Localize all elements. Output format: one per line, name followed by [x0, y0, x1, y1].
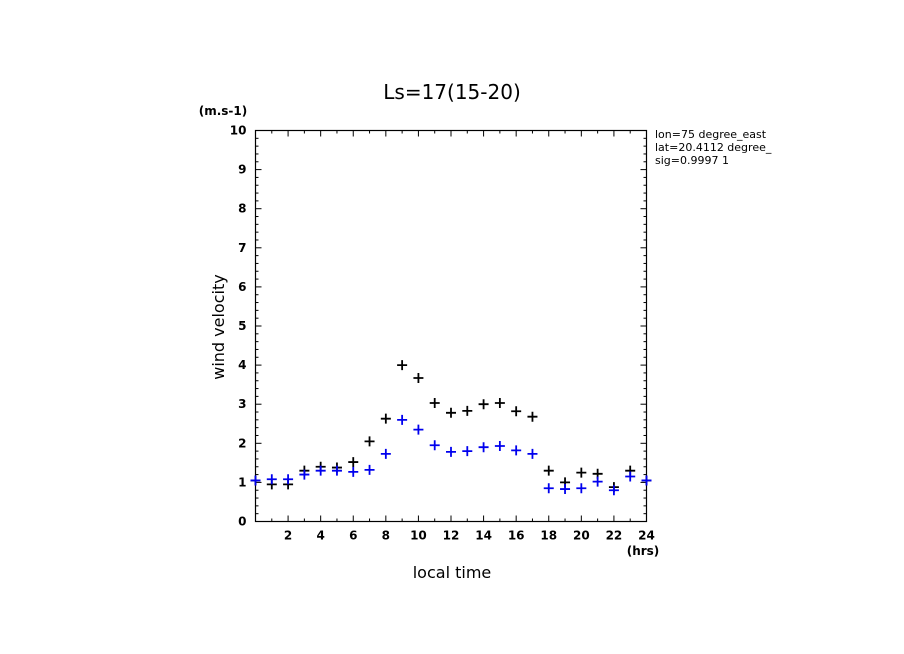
series-2-point: [315, 465, 326, 476]
y-tick-label: 2: [238, 436, 246, 450]
series-1-point: [462, 405, 473, 416]
series-2-point: [250, 475, 261, 486]
series-2-point: [641, 475, 652, 486]
series-2-point: [494, 441, 505, 452]
series-1-point: [380, 413, 391, 424]
x-tick-label: 10: [410, 529, 427, 543]
series-1-point: [478, 399, 489, 410]
series-2-point: [625, 471, 636, 482]
series-2-point: [266, 474, 277, 485]
series-2-point: [429, 440, 440, 451]
x-tick-label: 20: [573, 529, 590, 543]
series-1-point: [364, 436, 375, 447]
x-tick-label: 8: [382, 529, 390, 543]
info-line: lat=20.4112 degree_: [655, 141, 772, 154]
y-tick-label: 0: [238, 515, 246, 529]
series-1-point: [576, 467, 587, 478]
axis-ticks: [255, 130, 647, 522]
series-2-point: [560, 484, 571, 495]
series-1-point: [446, 407, 456, 418]
y-tick-label: 7: [238, 241, 246, 255]
series-1-point: [494, 398, 505, 409]
y-tick-label: 5: [238, 319, 246, 333]
y-tick-label: 10: [230, 124, 247, 138]
info-line: sig=0.9997 1: [655, 154, 729, 167]
chart-title: Ls=17(15-20): [383, 80, 521, 104]
series-2-point: [364, 464, 375, 475]
series-2-point: [348, 466, 359, 477]
series-2-point: [299, 469, 310, 480]
series-1-point: [413, 373, 424, 384]
series-2-point: [446, 446, 456, 457]
series-1-point: [429, 398, 440, 409]
series-1-point: [527, 411, 538, 422]
series-2-point: [576, 483, 587, 494]
x-tick-label: 24: [638, 529, 655, 543]
data-markers: [250, 360, 652, 496]
x-axis-unit: (hrs): [627, 544, 660, 558]
x-tick-label: 18: [540, 529, 557, 543]
x-tick-label: 12: [443, 529, 460, 543]
series-1-point: [543, 465, 554, 476]
x-tick-label: 6: [349, 529, 357, 543]
series-1-point: [511, 406, 522, 417]
x-tick-label: 22: [606, 529, 623, 543]
plot-frame: [254, 129, 648, 523]
series-2-point: [543, 483, 554, 494]
x-tick-label: 4: [316, 529, 324, 543]
series-2-point: [592, 476, 603, 487]
series-1-point: [397, 360, 408, 371]
y-tick-label: 8: [238, 202, 246, 216]
y-tick-label: 4: [238, 358, 246, 372]
x-axis-title: local time: [413, 563, 492, 582]
y-tick-label: 6: [238, 280, 246, 294]
series-2-point: [380, 448, 391, 459]
series-2-point: [283, 474, 294, 485]
series-2-point: [397, 414, 408, 425]
x-tick-label: 14: [475, 529, 492, 543]
series-2-point: [527, 448, 538, 459]
y-tick-label: 3: [238, 397, 246, 411]
info-line: lon=75 degree_east: [655, 128, 767, 141]
y-tick-label: 1: [238, 475, 246, 489]
series-2-point: [608, 485, 619, 496]
series-2-point: [511, 445, 522, 456]
series-2-point: [462, 446, 473, 457]
series-2-point: [331, 465, 342, 476]
y-axis-title: wind velocity: [209, 274, 228, 379]
y-axis-unit: (m.s-1): [199, 104, 248, 118]
series-2-point: [478, 442, 489, 453]
series-1-point: [348, 457, 359, 468]
x-tick-label: 16: [508, 529, 525, 543]
x-tick-label: 2: [284, 529, 292, 543]
series-2-point: [413, 424, 424, 435]
y-tick-label: 9: [238, 163, 246, 177]
